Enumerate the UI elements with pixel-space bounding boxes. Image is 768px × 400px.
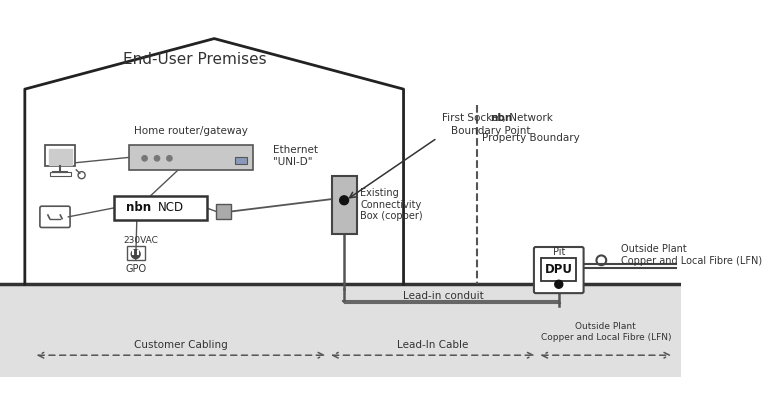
Text: nbn: nbn: [491, 114, 513, 124]
Bar: [50, 172, 71, 176]
Text: Pit: Pit: [552, 247, 565, 257]
Text: Customer Cabling: Customer Cabling: [134, 340, 228, 350]
Bar: [128, 145, 253, 170]
Text: Outside Plant
Copper and Local Fibre (LFN): Outside Plant Copper and Local Fibre (LF…: [541, 322, 671, 342]
Text: Boundary Point: Boundary Point: [451, 126, 530, 136]
Circle shape: [142, 156, 147, 161]
Bar: [235, 156, 247, 164]
Bar: [541, 258, 577, 281]
Bar: [332, 176, 356, 234]
Text: nbn: nbn: [126, 202, 151, 214]
Text: End-User Premises: End-User Premises: [124, 52, 267, 67]
Circle shape: [554, 280, 563, 288]
Circle shape: [131, 250, 140, 258]
Circle shape: [167, 156, 172, 161]
Bar: [49, 148, 72, 164]
Circle shape: [154, 156, 160, 161]
Text: Property Boundary: Property Boundary: [482, 133, 579, 143]
Bar: [0, 284, 681, 377]
Bar: [127, 246, 144, 260]
Bar: [45, 145, 75, 166]
Bar: [114, 196, 207, 220]
Text: Network: Network: [505, 114, 552, 124]
Text: Ethernet
"UNI-D": Ethernet "UNI-D": [273, 145, 318, 167]
Text: Lead-in conduit: Lead-in conduit: [403, 291, 484, 301]
Text: Outside Plant
Copper and Local Fibre (LFN): Outside Plant Copper and Local Fibre (LF…: [621, 244, 762, 266]
Circle shape: [339, 196, 349, 205]
Text: DPU: DPU: [545, 263, 573, 276]
FancyBboxPatch shape: [534, 247, 584, 293]
Text: GPO: GPO: [125, 264, 146, 274]
Text: Home router/gateway: Home router/gateway: [134, 126, 247, 136]
Text: First Socket,: First Socket,: [442, 114, 508, 124]
Text: Lead-In Cable: Lead-In Cable: [397, 340, 468, 350]
Text: 230VAC: 230VAC: [124, 236, 158, 245]
Bar: [217, 204, 230, 219]
Text: Existing
Connectivity
Box (copper): Existing Connectivity Box (copper): [360, 188, 422, 222]
Text: NCD: NCD: [158, 202, 184, 214]
